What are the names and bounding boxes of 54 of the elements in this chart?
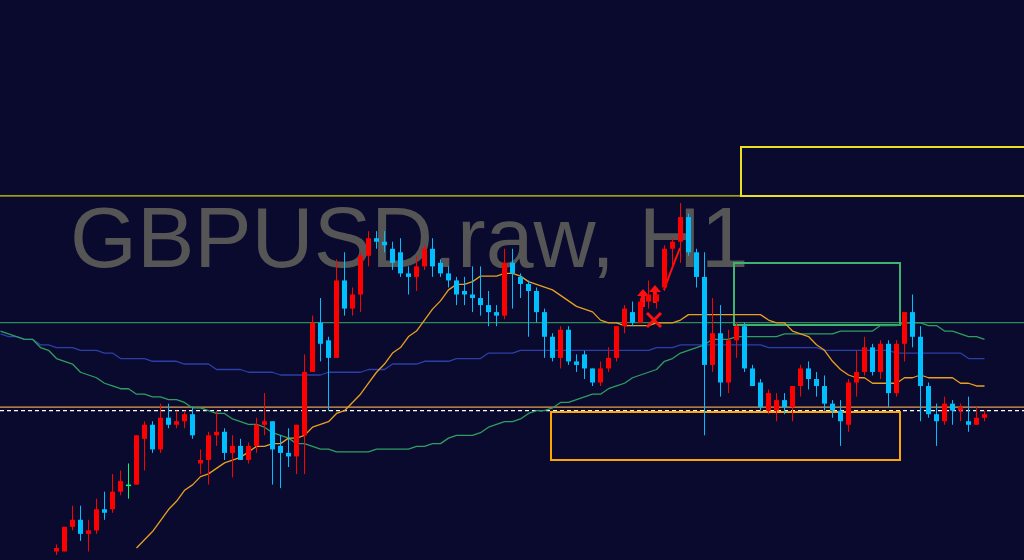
candlestick bbox=[166, 403, 171, 429]
candlestick bbox=[934, 403, 939, 447]
candlestick bbox=[774, 392, 779, 422]
candlestick bbox=[766, 389, 771, 415]
candlestick bbox=[526, 279, 531, 338]
candlestick bbox=[238, 438, 243, 461]
candlestick bbox=[78, 505, 83, 542]
candlestick bbox=[350, 286, 355, 317]
candlestick bbox=[142, 420, 147, 472]
candlestick bbox=[190, 406, 195, 440]
candlestick bbox=[622, 304, 627, 334]
candlestick bbox=[486, 290, 491, 327]
candlestick bbox=[246, 441, 251, 464]
candlestick bbox=[822, 374, 827, 412]
candlestick bbox=[222, 427, 227, 461]
candlestick bbox=[638, 297, 643, 324]
candlestick bbox=[366, 230, 371, 267]
candlestick bbox=[454, 276, 459, 306]
candlestick bbox=[422, 244, 427, 271]
candlestick bbox=[534, 286, 539, 324]
candlestick bbox=[550, 332, 555, 362]
candlestick bbox=[606, 346, 611, 373]
candlestick bbox=[814, 371, 819, 398]
candlestick bbox=[798, 364, 803, 398]
candlestick bbox=[462, 276, 467, 306]
candlestick bbox=[318, 297, 323, 362]
candlestick bbox=[646, 279, 651, 310]
candlestick bbox=[118, 470, 123, 496]
candlestick bbox=[86, 519, 91, 552]
candlestick bbox=[582, 350, 587, 380]
candlestick bbox=[102, 491, 107, 521]
candlestick bbox=[430, 237, 435, 278]
candlestick bbox=[70, 505, 75, 531]
candlestick bbox=[94, 498, 99, 535]
candlestick bbox=[782, 392, 787, 415]
candlestick bbox=[390, 241, 395, 271]
candlestick bbox=[806, 360, 811, 391]
candlestick bbox=[254, 417, 259, 454]
candlestick bbox=[326, 336, 331, 412]
candlestick bbox=[838, 399, 843, 447]
candlestick bbox=[262, 392, 267, 436]
candlestick bbox=[734, 322, 739, 359]
candlestick bbox=[790, 385, 795, 422]
candlestick bbox=[230, 434, 235, 479]
candlestick bbox=[398, 237, 403, 278]
candlestick bbox=[854, 350, 859, 398]
candlestick bbox=[950, 399, 955, 426]
candlestick bbox=[942, 396, 947, 426]
candlestick bbox=[494, 304, 499, 327]
candlestick bbox=[598, 360, 603, 387]
candlestick bbox=[110, 473, 115, 514]
candlestick bbox=[278, 434, 283, 489]
candlestick bbox=[630, 301, 635, 327]
candlestick bbox=[966, 396, 971, 433]
